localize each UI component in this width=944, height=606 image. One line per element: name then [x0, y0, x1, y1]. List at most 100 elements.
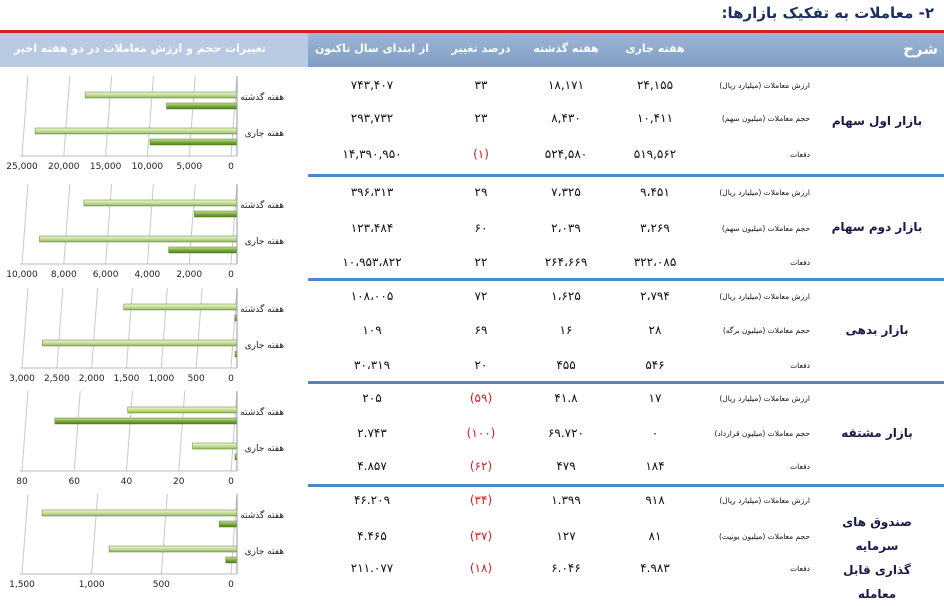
category-label: هفته گذشته: [240, 199, 284, 211]
previous-week-cell: ۱۶: [559, 323, 573, 337]
gridline: [21, 390, 29, 472]
bar-chart: 1,500 1,000 500 0 هفته گذشته هفته جاری: [9, 493, 284, 590]
market-name: بازار مشتقه: [841, 426, 913, 440]
category-label: هفته گذشته: [240, 509, 284, 521]
tick-label: 1,000: [148, 374, 174, 384]
tick-label: 0: [228, 162, 234, 172]
tick-label: 1,000: [79, 580, 105, 590]
row-label: دفعات: [790, 150, 810, 159]
bar: [123, 303, 238, 311]
change-cell: (۳۷): [469, 529, 493, 543]
section-title-bar: ۲- معاملات به تفکیک بازارها:: [0, 0, 944, 33]
row-label: حجم معاملات (میلیون برگه): [722, 326, 810, 335]
tick-label: 5,000: [176, 162, 202, 172]
gridline: [56, 287, 64, 369]
bar: [83, 199, 238, 207]
category-label: هفته گذشته: [240, 91, 284, 103]
chart-header-box: [0, 33, 308, 67]
ytd-cell: ۲۱۱.۰۷۷: [350, 561, 394, 575]
chart-header: تغییرات حجم و ارزش معاملات در دو هفته اخ…: [13, 42, 267, 55]
category-label: هفته جاری: [245, 444, 285, 454]
header-change: درصد تغییر: [451, 42, 511, 55]
change-cell: ۶۰: [474, 221, 488, 235]
market-name: بازار دوم سهام: [831, 219, 923, 234]
gridline: [91, 493, 99, 575]
gridline: [126, 287, 133, 369]
current-week-cell: ۳۲۲،۰۸۵: [633, 255, 677, 269]
tick-label: 0: [228, 270, 234, 280]
row-label: حجم معاملات (میلیون سهم): [721, 224, 810, 233]
block-separator: [308, 174, 944, 177]
header-sharh: شرح: [903, 40, 938, 58]
ytd-cell: ۲۰۵: [362, 391, 382, 405]
gridline: [126, 390, 133, 472]
category-label: هفته گذشته: [240, 303, 284, 315]
ytd-cell: ۱۰،۹۵۳،۸۲۲: [342, 255, 402, 269]
bar: [41, 509, 238, 517]
previous-week-cell: ۸,۴۳۰: [551, 111, 581, 125]
tick-label: 10,000: [6, 270, 38, 280]
market-block: ۷۴۳,۴۰۷ ۳۳ ۱۸,۱۷۱ ۲۴,۱۵۵ ارزش معاملات (میلیا…: [0, 70, 944, 175]
header-previous: هفته گذشته: [533, 42, 599, 55]
previous-week-cell: ۴۵۵: [556, 358, 576, 372]
ytd-cell: ۴.۸۵۷: [357, 459, 387, 473]
ytd-cell: ۱۲۳،۴۸۴: [350, 221, 394, 235]
tick-label: 500: [188, 374, 205, 384]
block-separator: [308, 381, 944, 384]
change-cell: (۱): [473, 147, 489, 161]
bar: [225, 556, 238, 564]
block-separator: [308, 278, 944, 281]
ytd-cell: ۱۴,۳۹۰,۹۵۰: [342, 147, 402, 161]
tick-label: 0: [228, 374, 234, 384]
tick-label: 80: [16, 477, 28, 487]
gridline: [178, 390, 186, 472]
market-block: ۳۹۶،۳۱۳ ۲۹ ۷،۳۲۵ ۹،۴۵۱ ارزش معاملات (میلیارد…: [0, 174, 944, 279]
bar: [192, 442, 238, 450]
bar: [54, 417, 238, 425]
gridline: [195, 287, 203, 369]
tick-label: 0: [228, 477, 234, 487]
current-week-cell: ۰: [651, 426, 659, 440]
market-block: ۱۰۸،۰۰۵ ۷۲ ۱،۶۲۵ ۲،۷۹۴ ارزش معاملات (میلیارد…: [0, 278, 944, 382]
gridline: [105, 183, 113, 265]
bar: [219, 520, 238, 528]
change-cell: (۶۲): [469, 459, 493, 473]
current-week-cell: ۵۱۹,۵۶۲: [633, 147, 677, 161]
bar-chart: 80 60 40 20 0 هفته گذشته هفته جاری: [16, 390, 285, 487]
market-block: ۲۰۵ (۵۹) ۴۱.۸ ۱۷ ارزش معاملات (میلیارد ریال)…: [0, 381, 944, 485]
previous-week-cell: ۱،۶۲۵: [551, 289, 581, 303]
tick-label: 6,000: [93, 270, 119, 280]
row-label: حجم معاملات (میلیون سهم): [721, 114, 810, 123]
previous-week-cell: ۴۷۹: [556, 459, 576, 473]
market-name: صندوق های سرمایه گذاری قابل معامله: [822, 510, 932, 606]
change-cell: (۳۴): [469, 493, 493, 507]
tick-label: 10,000: [132, 162, 164, 172]
category-label: هفته گذشته: [240, 406, 284, 418]
previous-week-cell: ۶.۰۴۶: [551, 561, 581, 575]
row-label: حجم معاملات (میلیون یونیت): [718, 532, 810, 541]
current-week-cell: ۴.۹۸۳: [640, 561, 670, 575]
row-label: دفعات: [790, 462, 810, 471]
change-cell: ۲۳: [474, 111, 488, 125]
change-cell: (۱۸): [469, 561, 493, 575]
ytd-cell: ۷۴۳,۴۰۷: [350, 78, 394, 92]
bar: [168, 246, 238, 254]
gridline: [63, 183, 71, 265]
change-cell: (۵۹): [469, 391, 493, 405]
tick-label: 1,500: [114, 374, 140, 384]
market-name: بازار اول سهام: [831, 113, 923, 128]
bar: [127, 406, 238, 414]
tick-label: 2,500: [44, 374, 70, 384]
tick-label: 2,000: [79, 374, 105, 384]
tick-label: 2,000: [176, 270, 202, 280]
previous-week-cell: ۱۸,۱۷۱: [547, 78, 585, 92]
ytd-cell: ۲.۷۴۳: [357, 426, 387, 440]
current-week-cell: ۲،۷۹۴: [640, 289, 670, 303]
bar-chart: 10,000 8,000 6,000 4,000 2,000 0 هفته گذشته هفت…: [6, 183, 285, 280]
gridline: [160, 287, 168, 369]
previous-week-cell: ۶۹.۷۲۰: [547, 426, 585, 440]
header-current: هفته جاری: [625, 42, 685, 55]
header-ytd: از ابتدای سال تاکنون: [314, 42, 430, 55]
tick-label: 20,000: [48, 162, 80, 172]
category-label: هفته جاری: [245, 237, 285, 247]
